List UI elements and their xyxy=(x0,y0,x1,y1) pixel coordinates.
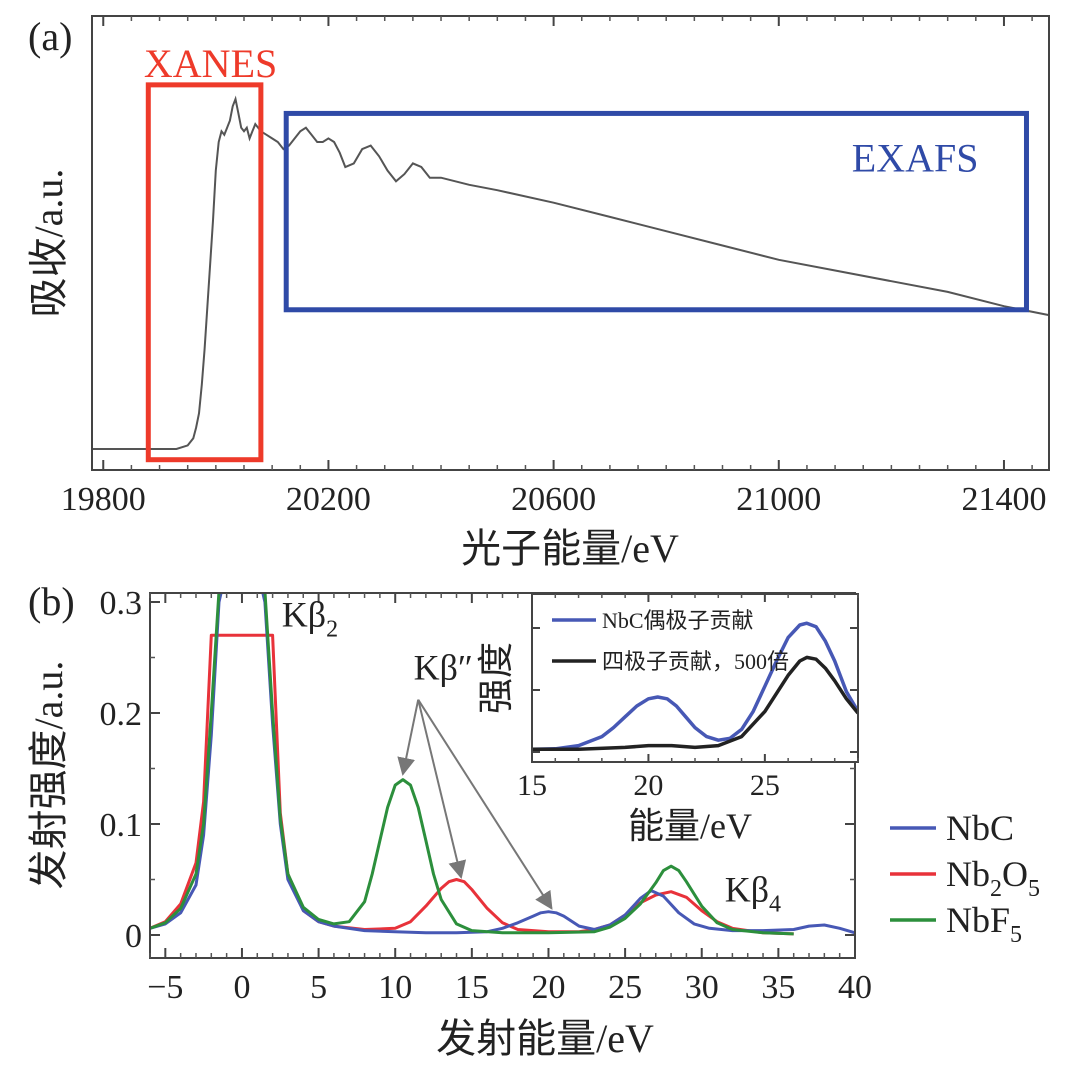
panel-a-plot-area xyxy=(92,95,1050,450)
peak-label-subscript: 4 xyxy=(769,892,781,918)
kbeta-double-prime-arrow xyxy=(417,699,467,880)
kbeta-double-prime-arrow xyxy=(417,699,553,910)
peak-label-Kβ4: Kβ4 xyxy=(725,870,781,918)
legend-label-text: O xyxy=(1002,854,1028,894)
inset-tick-labels: 15 20 25 xyxy=(517,769,780,802)
inset-y-axis-label: 强度 xyxy=(476,642,516,714)
legend-label-NbC: NbC xyxy=(946,808,1014,848)
xanes-label: XANES xyxy=(144,41,277,86)
panel-a-frame xyxy=(91,15,1050,471)
inset-series xyxy=(532,621,858,751)
panel-a-x-tick-label: 20600 xyxy=(511,481,596,518)
inset-legend-label-0: NbC偶极子贡献 xyxy=(602,608,754,633)
legend-label-subscript: 5 xyxy=(1028,876,1040,902)
panel-a-label: (a) xyxy=(28,14,72,59)
series-line-NbF5 xyxy=(150,593,794,936)
panel-a-x-tick-labels: 19800 20200 20600 21000 21400 xyxy=(61,481,1047,518)
panel-b-series xyxy=(150,593,855,936)
inset-series-line-1 xyxy=(532,655,858,751)
panel-b-x-tick-label: 10 xyxy=(378,969,412,1006)
panel-b-x-tick-label: 15 xyxy=(455,969,489,1006)
panel-b-x-axis-label: 发射能量/eV xyxy=(436,1016,654,1061)
legend-label-text: NbF xyxy=(946,900,1010,940)
panel-a-annotations: XANES EXAFS xyxy=(144,41,1029,463)
inset-series-line-0 xyxy=(532,621,858,751)
inset-ticks xyxy=(531,594,859,762)
series-line-NbC xyxy=(150,593,855,935)
xanes-region-box xyxy=(145,82,264,463)
peak-label-Kβ2: Kβ2 xyxy=(282,594,338,642)
exafs-region-box xyxy=(283,110,1029,313)
panel-b-label: (b) xyxy=(28,579,75,624)
exafs-label: EXAFS xyxy=(852,135,979,180)
panel-a-y-axis-label: 吸收/a.u. xyxy=(26,169,71,318)
panel-b-y-tick-label: 0.3 xyxy=(100,585,143,622)
panel-a-x-axis-label: 光子能量/eV xyxy=(461,526,679,571)
series-line-Nb2O5 xyxy=(150,633,794,936)
panel-b-y-tick-label: 0 xyxy=(125,918,142,955)
inset-x-tick-label: 20 xyxy=(633,769,663,802)
panel-b-x-tick-label: 20 xyxy=(531,969,565,1006)
panel-b-x-tick-label: 35 xyxy=(761,969,795,1006)
panel-a-x-tick-label: 20200 xyxy=(286,481,371,518)
legend-label-NbF5: NbF5 xyxy=(946,900,1022,948)
inset-legend-label-1: 四极子贡献，500倍 xyxy=(602,649,789,674)
panel-b-y-tick-label: 0.1 xyxy=(100,807,143,844)
inset-x-axis-label: 能量/eV xyxy=(628,806,752,846)
peak-label-text: Kβ xyxy=(725,870,769,910)
legend-label-text: Nb xyxy=(946,854,990,894)
peak-label-text: Kβ″ xyxy=(414,648,473,688)
panel-a-x-tick-label: 19800 xyxy=(61,481,146,518)
panel-b-y-axis-label: 发射强度/a.u. xyxy=(26,661,71,890)
peak-label-text: Kβ xyxy=(282,594,326,634)
panel-a-absorption-line xyxy=(92,95,1050,450)
panel-b-arrows xyxy=(397,699,553,910)
panel-a: (a) 19800 20200 20600 21000 21400 光子能量/eV 吸收… xyxy=(26,14,1050,571)
panel-a-x-tick-label: 21000 xyxy=(736,481,821,518)
panel-b-x-tick-label: 40 xyxy=(838,969,872,1006)
legend-label-text: NbC xyxy=(946,808,1014,848)
legend-label-subscript: 2 xyxy=(990,876,1002,902)
legend-label-Nb2O5: Nb2O5 xyxy=(946,854,1040,902)
inset-background xyxy=(532,594,858,762)
inset-x-tick-label: 25 xyxy=(750,769,780,802)
panel-a-x-tick-label: 21400 xyxy=(961,481,1046,518)
kbeta-double-prime-arrow xyxy=(397,699,420,776)
panel-b-x-tick-label: 5 xyxy=(310,969,327,1006)
panel-b-x-tick-label: 25 xyxy=(608,969,642,1006)
panel-a-ticks xyxy=(102,16,1033,470)
panel-b-x-tick-label: −5 xyxy=(147,969,183,1006)
panel-b-y-tick-label: 0.2 xyxy=(100,696,143,733)
legend-label-subscript: 5 xyxy=(1010,922,1022,948)
peak-label-Kβ″: Kβ″ xyxy=(414,648,473,688)
panel-b-x-tick-label: 30 xyxy=(685,969,719,1006)
peak-label-subscript: 2 xyxy=(326,616,338,642)
inset-x-tick-label: 15 xyxy=(517,769,547,802)
panel-b-x-tick-label: 0 xyxy=(233,969,250,1006)
